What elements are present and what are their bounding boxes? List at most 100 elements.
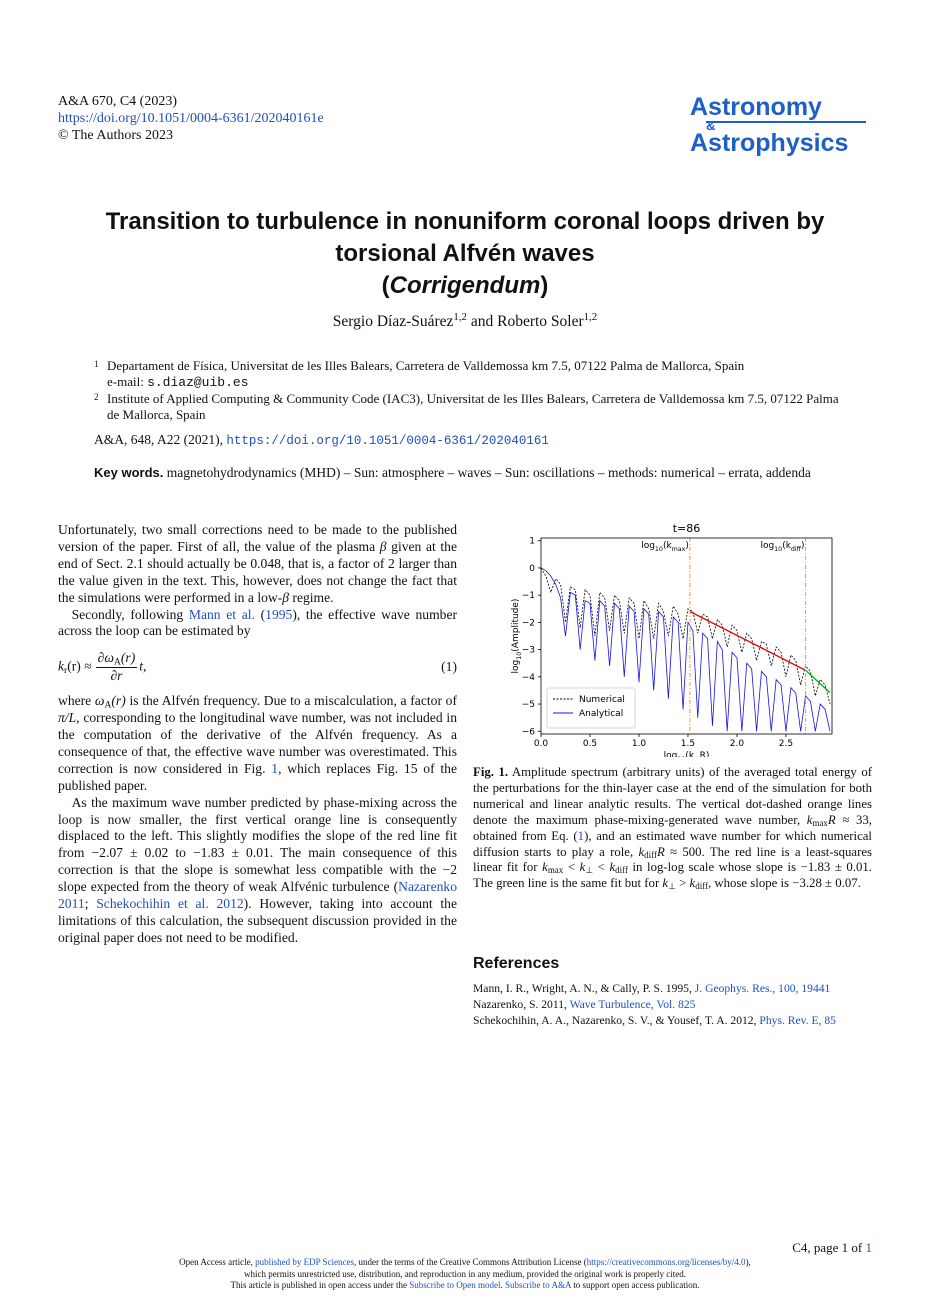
ref-link[interactable]: Schekochihin et al. 2012: [96, 896, 244, 912]
run: Schekochihin, A. A., Nazarenko, S. V., &…: [473, 1014, 760, 1027]
math-sub: ⊥: [585, 865, 594, 876]
run: ≈ 500. The red line is a least-squares l…: [473, 844, 872, 875]
math: R: [656, 844, 665, 859]
license-line: which permits unrestricted use, distribu…: [244, 1268, 686, 1279]
math-sub: max: [812, 817, 828, 828]
math: R: [827, 812, 836, 827]
math: k: [579, 860, 586, 875]
subscript: diff: [791, 546, 802, 553]
ref-link[interactable]: 1995: [265, 606, 293, 622]
doi-link[interactable]: https://doi.org/10.1051/0004-6361/202040…: [58, 111, 324, 126]
math: (r): [120, 650, 136, 666]
label-part: (Amplitude): [511, 599, 521, 652]
page-link[interactable]: 1: [865, 1240, 873, 1255]
y-tick-label: 0: [529, 564, 535, 574]
aff-text: Departament de Física, Universitat de le…: [107, 358, 745, 373]
run: <: [563, 860, 580, 875]
x-tick-label: 0.0: [534, 739, 549, 749]
x-tick-label: 1.0: [632, 739, 647, 749]
run: Unfortunately, two small corrections nee…: [58, 522, 457, 554]
logo-amp: &: [706, 119, 866, 132]
run: ≈ 33, obtained from Eq. (: [473, 812, 872, 843]
eq-body: kr(r) ≈ ∂ωA(r) ∂r t,: [58, 650, 441, 685]
ref-link[interactable]: J. Geophys. Res., 100, 19441: [694, 982, 831, 995]
run: ). However, taking into account the limi…: [58, 896, 458, 945]
subscript: 10: [677, 756, 685, 757]
ref-link[interactable]: Nazarenko 2011: [58, 879, 457, 912]
title-main: Transition to turbulence in nonuniform c…: [105, 208, 825, 267]
x-tick-label: 1.5: [681, 739, 695, 749]
label-part: log: [641, 541, 655, 551]
title: Transition to turbulence in nonuniform c…: [75, 206, 855, 302]
fit-line: [805, 669, 831, 694]
keywords-label: Key words.: [94, 465, 164, 480]
logo: Astronomy & Astrophysics: [690, 93, 872, 157]
math: k: [662, 876, 669, 891]
run: <: [593, 860, 610, 875]
label-part: (k: [663, 541, 673, 551]
run: , corresponding to the longitudinal wave…: [58, 710, 457, 776]
email-line: e-mail: s.diaz@uib.es: [107, 374, 854, 391]
author: Roberto Soler: [497, 313, 584, 330]
y-tick-label: −2: [522, 618, 535, 628]
label-part: log: [664, 751, 678, 757]
numerator: ∂ωA(r): [95, 650, 138, 669]
denominator: ∂r: [110, 668, 123, 684]
y-tick-label: −6: [522, 727, 536, 737]
subscript: ⊥: [694, 756, 700, 757]
math-sub: r: [64, 666, 68, 677]
run: Nazarenko, S. 2011,: [473, 998, 570, 1011]
fit-line: [689, 610, 806, 671]
logo-word: Astronomy: [690, 93, 822, 121]
subscript: max: [672, 546, 686, 553]
series-line: [541, 567, 831, 705]
subscript: 10: [516, 652, 523, 660]
math: π/L: [58, 710, 77, 726]
ref-link[interactable]: Phys. Rev. E, 85: [759, 1014, 836, 1027]
link[interactable]: Subscribe to Open model: [409, 1280, 501, 1290]
citation-link[interactable]: https://doi.org/10.1051/0004-6361/202040…: [226, 434, 549, 448]
logo-word: Astrophysics: [690, 129, 849, 157]
link[interactable]: Subscribe to A&A: [504, 1280, 571, 1290]
y-axis-label: log10(Amplitude): [511, 599, 523, 674]
run: C4, page 1 of: [792, 1240, 866, 1255]
fraction: ∂ωA(r) ∂r: [95, 650, 138, 685]
author: Sergio Díaz-Suárez: [332, 313, 454, 330]
references-title: References: [473, 955, 560, 972]
eq-link[interactable]: 1: [577, 828, 585, 843]
vline-label: log10(kdiff): [760, 541, 804, 553]
legend-label: Numerical: [579, 695, 625, 705]
math-sub: diff: [615, 865, 628, 876]
math-sub: max: [547, 865, 564, 876]
affiliation: 1 Departament de Física, Universitat de …: [94, 358, 854, 391]
ref-link[interactable]: Mann et al.: [188, 606, 255, 622]
references: References Mann, I. R., Wright, A. N., &…: [473, 955, 872, 1029]
run: is the Alfvén frequency. Due to a miscal…: [125, 693, 458, 709]
run: , which replaces Fig. 15 of the publishe…: [58, 760, 457, 793]
run: , whose slope is −3.28 ± 0.07.: [707, 876, 861, 891]
reference: Nazarenko, S. 2011, Wave Turbulence, Vol…: [473, 997, 872, 1013]
math: k: [542, 860, 548, 875]
math: k: [638, 844, 645, 859]
corrigendum: Corrigendum: [389, 272, 541, 299]
paragraph: Secondly, following Mann et al. (1995), …: [58, 607, 457, 641]
license: Open Access article, published by EDP Sc…: [60, 1257, 870, 1292]
link[interactable]: published by EDP Sciences: [255, 1257, 355, 1267]
x-axis-label: log10(k⊥R): [664, 751, 710, 757]
y-tick-label: −4: [522, 673, 536, 683]
run: , under the terms of the Creative Common…: [354, 1257, 587, 1267]
fig-link[interactable]: 1: [271, 760, 279, 776]
y-tick-label: −1: [522, 591, 535, 601]
link[interactable]: https://creativecommons.org/licenses/by/…: [586, 1257, 746, 1267]
label-part: log: [760, 541, 774, 551]
y-tick-label: 1: [529, 537, 535, 547]
math-sub: diff: [695, 881, 708, 892]
reference-list: Mann, I. R., Wright, A. N., & Cally, P. …: [473, 981, 872, 1029]
equation: kr(r) ≈ ∂ωA(r) ∂r t, (1): [58, 650, 457, 685]
aff-ref: 1,2: [453, 310, 467, 323]
eq-number: (1): [441, 659, 457, 675]
run: .: [500, 1280, 505, 1290]
run: ),: [745, 1257, 751, 1267]
email: s.diaz@uib.es: [147, 375, 249, 390]
ref-link[interactable]: Wave Turbulence, Vol. 825: [569, 998, 696, 1011]
